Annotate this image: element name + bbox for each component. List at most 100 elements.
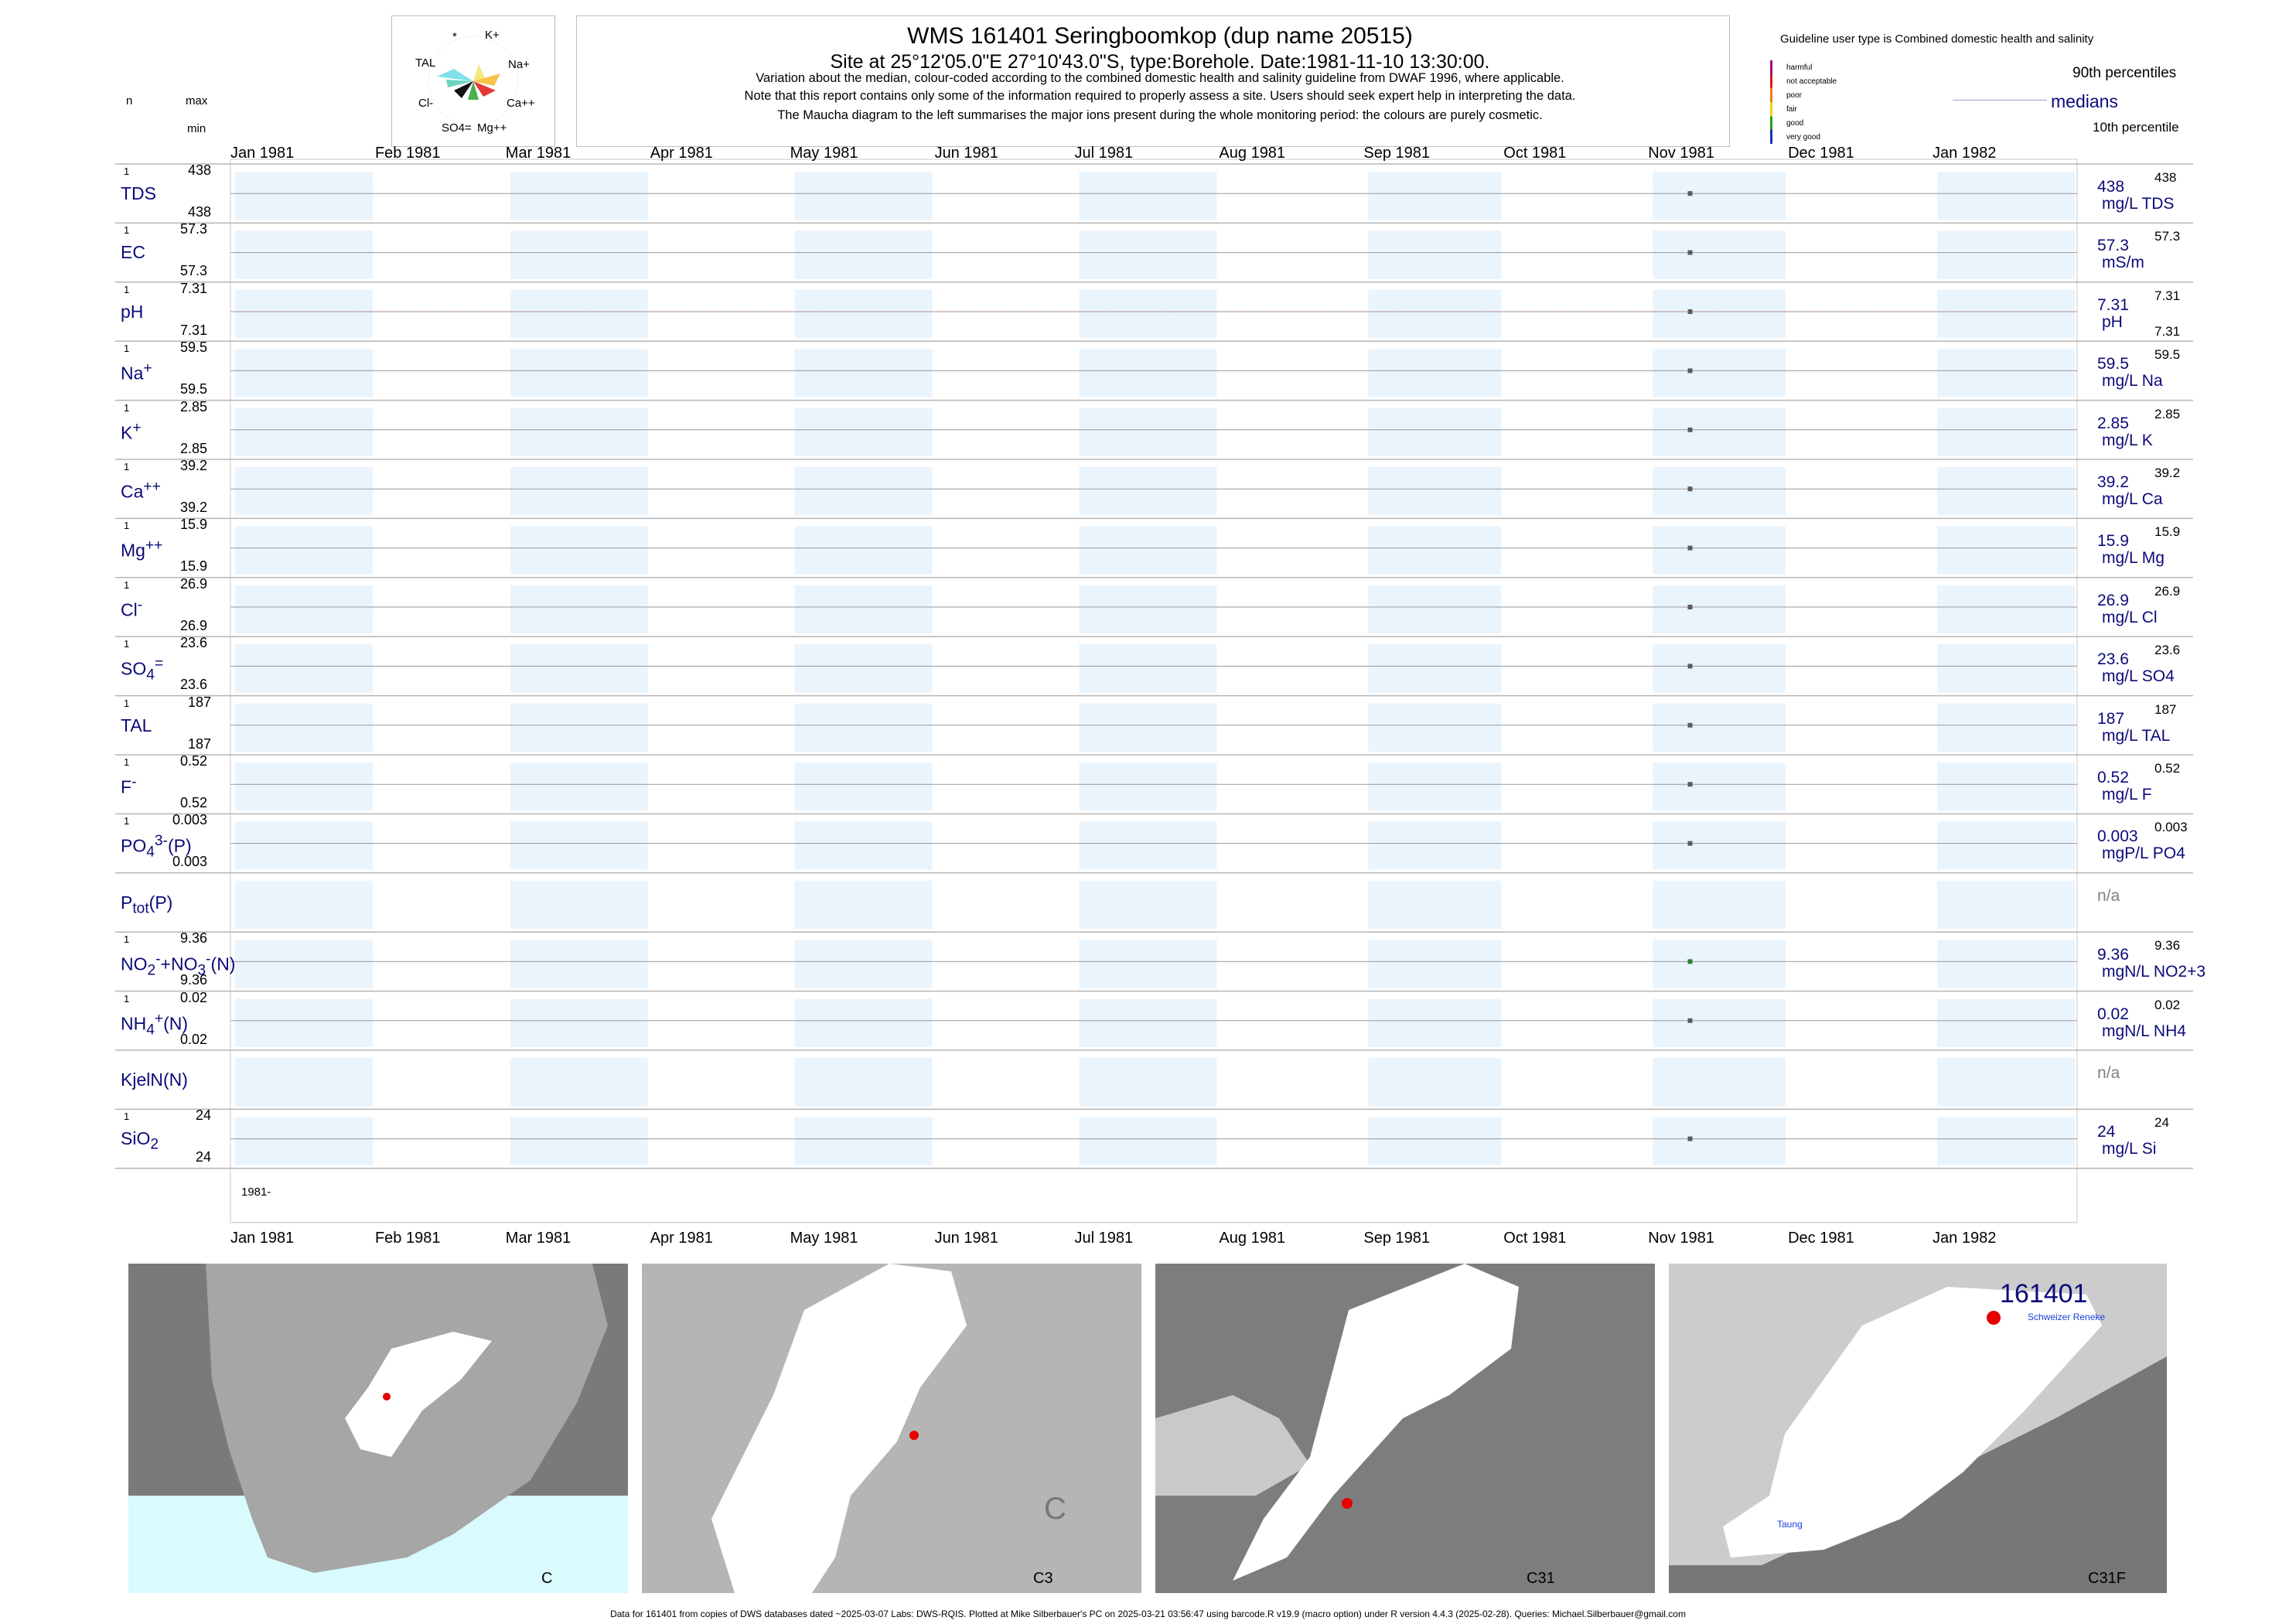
- month-shade: [1937, 585, 2075, 634]
- month-shade: [1653, 940, 1786, 988]
- param-label: TAL: [121, 715, 152, 735]
- map-label: C31F: [2088, 1570, 2126, 1587]
- month-label-bottom: Sep 1981: [1363, 1229, 1430, 1247]
- month-label-bottom: Jul 1981: [1074, 1229, 1134, 1247]
- month-label-bottom: Apr 1981: [650, 1229, 713, 1247]
- month-label-top: May 1981: [790, 145, 858, 162]
- data-point-f: [1687, 782, 1693, 787]
- month-shade: [1079, 408, 1217, 456]
- month-label-top: Nov 1981: [1648, 145, 1714, 162]
- row-unit: mg/L F: [2102, 786, 2152, 803]
- row-unit: pH: [2102, 312, 2123, 331]
- map-c31-site: [1342, 1498, 1353, 1509]
- month-label-top: Jan 1982: [1933, 145, 1997, 162]
- month-shade: [1937, 998, 2075, 1047]
- month-shade: [1079, 703, 1217, 752]
- month-shade: [1079, 998, 1217, 1047]
- row-median: 57.3: [2097, 237, 2129, 255]
- row-n: 1: [124, 165, 130, 177]
- map-town-label: Taung: [1777, 1519, 1803, 1530]
- map-label: C: [541, 1570, 553, 1587]
- row-median: 26.9: [2097, 591, 2129, 609]
- month-label-top: Jul 1981: [1074, 145, 1134, 162]
- param-label: PO43-(P): [121, 833, 192, 861]
- map-site-label: 161401: [2000, 1279, 2088, 1308]
- row-max: 0.003: [172, 812, 208, 828]
- row-n: 1: [124, 933, 130, 946]
- month-shade: [1368, 349, 1502, 397]
- month-shade: [235, 1058, 373, 1107]
- row-p90: 57.3: [2154, 229, 2181, 244]
- month-shade: [1368, 230, 1502, 279]
- note-line: Note that this report contains only some…: [744, 89, 1576, 103]
- legend-good: good: [1786, 119, 1804, 128]
- month-shade: [794, 763, 933, 811]
- month-shade: [1653, 998, 1786, 1047]
- month-shade: [1653, 467, 1786, 516]
- data-point-ec: [1687, 250, 1693, 255]
- row-unit: mg/L Mg: [2102, 549, 2165, 568]
- param-label: Na+: [121, 360, 152, 384]
- month-label-bottom: Aug 1981: [1219, 1229, 1286, 1247]
- row-median: 59.5: [2097, 355, 2129, 374]
- month-shade: [1937, 1058, 2075, 1107]
- maucha-segment-cl: [446, 80, 473, 87]
- month-shade: [1079, 585, 1217, 634]
- month-shade: [510, 467, 648, 516]
- month-shade: [1653, 289, 1786, 339]
- month-shade: [1653, 1058, 1786, 1107]
- month-shade: [1368, 1058, 1502, 1107]
- month-shade: [1937, 880, 2075, 930]
- month-shade: [1368, 172, 1502, 220]
- maucha-segment-mg: [468, 81, 479, 100]
- month-shade: [794, 880, 933, 930]
- row-p90: 23.6: [2154, 643, 2181, 658]
- map-c3-site: [909, 1431, 919, 1440]
- legend-colour-bar: [1770, 60, 1772, 144]
- month-shade: [510, 408, 648, 456]
- month-label-top: Jun 1981: [934, 145, 998, 162]
- maucha-circle: [428, 36, 519, 127]
- param-label: K+: [121, 419, 142, 443]
- barcode-chart: [115, 159, 2193, 1223]
- map-c31f-svg: [1669, 1264, 2167, 1593]
- maucha-label: Cl-: [418, 97, 434, 110]
- month-shade: [1079, 230, 1217, 279]
- param-label: Mg++: [121, 537, 163, 561]
- month-shade: [1368, 644, 1502, 693]
- row-max: 57.3: [180, 221, 208, 237]
- month-label-top: Feb 1981: [374, 145, 441, 162]
- month-shade: [1653, 526, 1786, 575]
- map-c3: C C3: [642, 1264, 1141, 1593]
- row-p90: 0.003: [2154, 820, 2188, 835]
- month-shade: [1368, 763, 1502, 811]
- row-unit: mgP/L PO4: [2102, 844, 2185, 863]
- row-max: 39.2: [180, 458, 208, 473]
- row-p90: 0.02: [2154, 997, 2181, 1012]
- maucha-label: Ca++: [507, 97, 535, 110]
- row-max: 187: [188, 694, 212, 710]
- map-c-svg: [128, 1264, 628, 1573]
- title-box: [576, 15, 1730, 147]
- month-shade: [1937, 467, 2075, 516]
- month-shade: [1079, 940, 1217, 988]
- month-shade: [510, 880, 648, 930]
- data-point-mg: [1687, 545, 1693, 551]
- row-median: 0.52: [2097, 769, 2129, 786]
- row-unit: mS/m: [2102, 254, 2144, 272]
- month-shade: [1368, 703, 1502, 752]
- row-min: 7.31: [180, 322, 208, 338]
- month-label-top: Dec 1981: [1788, 145, 1854, 162]
- month-shade: [1653, 703, 1786, 752]
- month-shade: [794, 289, 933, 339]
- row-p90: 7.31: [2154, 288, 2181, 303]
- row-n: 1: [124, 461, 130, 473]
- legend-p10: 10th percentile: [2093, 120, 2179, 135]
- row-min: 15.9: [180, 558, 208, 575]
- row-unit: mg/L K: [2102, 431, 2153, 449]
- param-label: pH: [121, 301, 144, 322]
- row-p90: 26.9: [2154, 583, 2181, 599]
- month-shade: [235, 644, 373, 693]
- row-min: 187: [188, 735, 212, 752]
- row-min: 2.85: [180, 440, 208, 456]
